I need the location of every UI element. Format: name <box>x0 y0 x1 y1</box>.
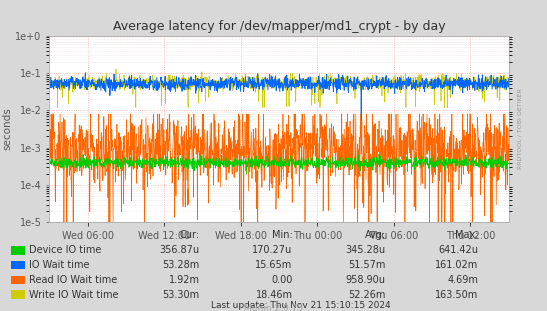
Text: 18.46m: 18.46m <box>255 290 293 299</box>
Text: 0.00: 0.00 <box>271 275 293 285</box>
Text: 15.65m: 15.65m <box>255 260 293 270</box>
Text: 170.27u: 170.27u <box>252 245 293 255</box>
Text: 345.28u: 345.28u <box>346 245 386 255</box>
Text: Write IO Wait time: Write IO Wait time <box>29 290 119 299</box>
Text: Cur:: Cur: <box>179 230 200 240</box>
Text: 53.28m: 53.28m <box>162 260 200 270</box>
Text: Last update: Thu Nov 21 15:10:15 2024: Last update: Thu Nov 21 15:10:15 2024 <box>211 301 391 310</box>
Text: IO Wait time: IO Wait time <box>29 260 90 270</box>
Y-axis label: RRDTOOL / TOBI OETIKER: RRDTOOL / TOBI OETIKER <box>517 89 522 169</box>
Text: 958.90u: 958.90u <box>346 275 386 285</box>
Title: Average latency for /dev/mapper/md1_crypt - by day: Average latency for /dev/mapper/md1_cryp… <box>113 20 445 33</box>
Text: 53.30m: 53.30m <box>162 290 200 299</box>
Text: Read IO Wait time: Read IO Wait time <box>29 275 117 285</box>
Text: Avg:: Avg: <box>364 230 386 240</box>
Text: 4.69m: 4.69m <box>448 275 479 285</box>
Text: 1.92m: 1.92m <box>168 275 200 285</box>
Y-axis label: seconds: seconds <box>3 108 13 151</box>
Text: 52.26m: 52.26m <box>348 290 386 299</box>
Text: Min:: Min: <box>272 230 293 240</box>
Text: Device IO time: Device IO time <box>29 245 101 255</box>
Text: Max:: Max: <box>455 230 479 240</box>
Text: 641.42u: 641.42u <box>439 245 479 255</box>
Text: 161.02m: 161.02m <box>435 260 479 270</box>
Text: 163.50m: 163.50m <box>435 290 479 299</box>
Text: Munin 2.0.73: Munin 2.0.73 <box>244 304 303 311</box>
Text: 356.87u: 356.87u <box>160 245 200 255</box>
Text: 51.57m: 51.57m <box>348 260 386 270</box>
